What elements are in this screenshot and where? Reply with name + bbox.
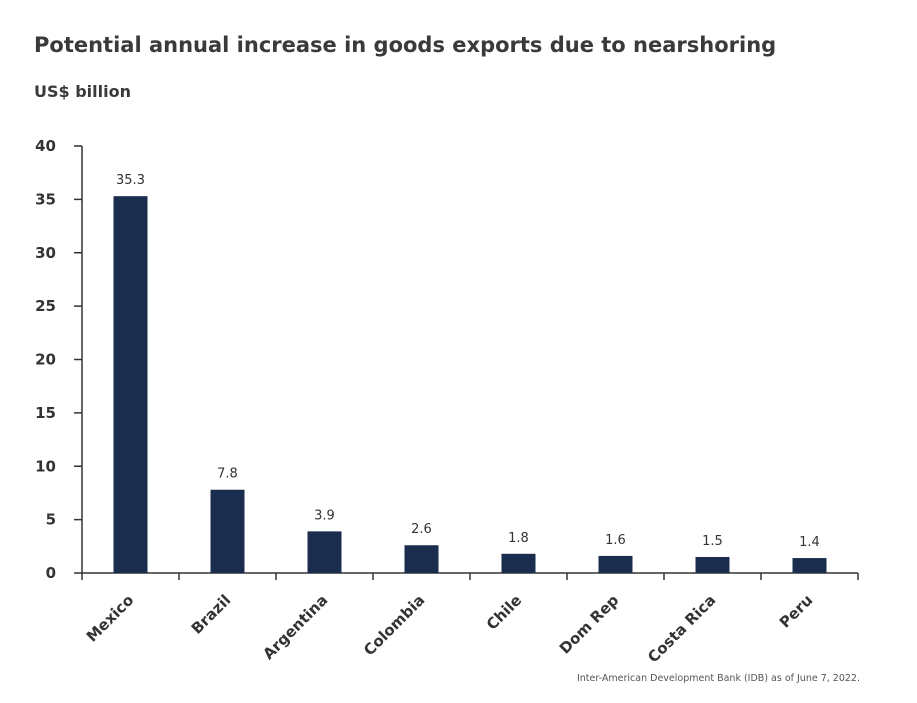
chart-title: Potential annual increase in goods expor… [34, 33, 777, 57]
data-label: 1.8 [508, 531, 529, 546]
source-note: Inter-American Development Bank (IDB) as… [576, 673, 860, 684]
bar [404, 545, 439, 573]
y-tick-label: 0 [46, 564, 56, 582]
data-labels: 35.3 7.8 3.9 2.6 1.8 1.6 1.5 1.4 [116, 173, 820, 550]
category-label: Chile [483, 591, 526, 634]
data-label: 2.6 [411, 522, 432, 537]
data-label: 7.8 [217, 467, 238, 482]
category-labels: Mexico Brazil Argentina Colombia Chile Dom Re… [83, 591, 817, 666]
chart-subtitle: US$ billion [34, 82, 131, 101]
data-label: 3.9 [314, 508, 335, 523]
data-label: 1.5 [702, 534, 723, 549]
y-tick-label: 40 [35, 137, 56, 155]
bar [598, 555, 633, 573]
y-tick-label: 35 [35, 190, 56, 208]
category-label: Peru [776, 591, 816, 631]
bar [113, 196, 148, 574]
bar [307, 531, 342, 573]
bar [210, 489, 245, 573]
bar [695, 556, 730, 573]
y-tick-label: 30 [35, 244, 56, 262]
category-label: Argentina [259, 591, 331, 663]
data-label: 1.4 [799, 535, 820, 550]
y-tick-label: 15 [35, 404, 56, 422]
bar [792, 558, 827, 573]
category-label: Brazil [188, 591, 235, 638]
data-label: 35.3 [116, 173, 145, 188]
y-tick-label: 10 [35, 457, 56, 475]
category-label: Costa Rica [644, 591, 719, 666]
category-label: Mexico [83, 591, 138, 646]
y-tick-label: 20 [35, 351, 56, 369]
y-tick-label: 25 [35, 297, 56, 315]
bar [501, 553, 536, 573]
data-label: 1.6 [605, 533, 626, 548]
bars [113, 196, 827, 574]
x-axis [81, 572, 859, 580]
y-axis: 0 5 10 15 20 25 30 35 40 [35, 137, 83, 582]
y-tick-label: 5 [46, 511, 56, 529]
category-label: Colombia [360, 591, 428, 659]
category-label: Dom Rep [556, 591, 623, 658]
